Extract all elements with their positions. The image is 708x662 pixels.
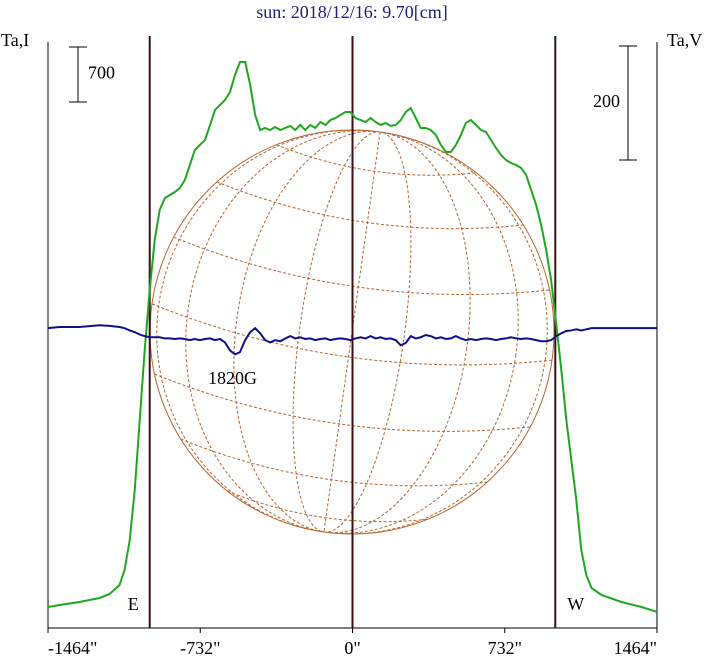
x-tick-label: 1464" <box>614 638 657 658</box>
globe-grid <box>151 129 553 535</box>
y-axis-title: Ta,I <box>1 30 29 50</box>
limb-label: E <box>128 594 139 614</box>
chart-title: sun: 2018/12/16: 9.70[cm] <box>256 2 448 22</box>
scale-label: 200 <box>593 91 620 111</box>
x-tick-label: -1464" <box>48 638 97 658</box>
x-tick-label: -732" <box>180 638 220 658</box>
parallel <box>276 144 477 176</box>
x-tick-label: 732" <box>488 638 522 658</box>
parallel <box>180 438 488 487</box>
parallel <box>227 490 428 523</box>
annotation: 1820G <box>208 368 257 388</box>
limb-label: W <box>567 594 584 614</box>
y2-axis-title: Ta,V <box>667 30 702 50</box>
parallel <box>151 303 553 366</box>
scale-label: 700 <box>88 63 115 83</box>
parallel <box>154 373 531 432</box>
series-line <box>47 60 658 613</box>
parallel <box>216 181 524 230</box>
series-line <box>47 324 657 356</box>
x-tick-label: 0" <box>344 638 360 658</box>
parallel <box>173 236 550 295</box>
